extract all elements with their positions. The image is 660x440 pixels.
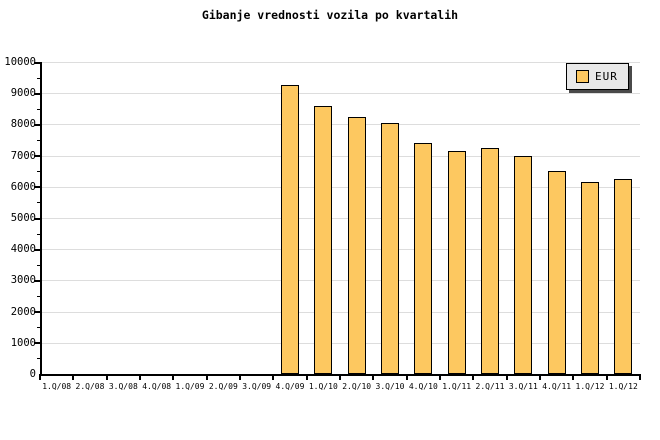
y-axis-major-tick [34,217,40,220]
x-axis-label: 3.Q/08 [108,382,138,391]
y-axis-minor-tick [37,140,40,141]
x-axis-tick [272,374,275,380]
x-axis-tick [72,374,75,380]
x-axis-tick [305,374,308,380]
legend: EUR [566,63,629,90]
x-axis-tick [539,374,541,380]
x-axis-tick [439,374,441,380]
y-axis-major-tick [34,279,40,282]
x-axis-tick [505,374,508,380]
x-axis-label: 3.Q/09 [242,382,272,391]
x-axis-label: 1.Q/08 [42,382,72,391]
x-axis-tick [239,374,241,380]
y-axis-minor-tick [37,233,40,235]
y-axis-label: 9000 [10,87,36,100]
x-axis-label: 2.Q/11 [475,382,505,391]
bar [614,179,633,374]
y-axis-major-tick [34,186,40,189]
gridline [40,186,640,188]
x-axis-tick [472,374,475,380]
x-axis-label: 4.Q/08 [142,382,172,391]
x-axis-tick [172,374,175,380]
x-axis-label: 2.Q/08 [75,382,105,391]
gridline [40,155,640,157]
bar [447,150,466,374]
gridline [40,93,640,95]
x-axis-label: 1.Q/11 [442,382,472,391]
x-axis-tick [105,374,108,380]
y-axis-major-tick [34,92,40,95]
gridline [40,311,640,313]
y-axis-label: 4000 [10,243,36,256]
bar [414,143,433,374]
y-axis-label: 8000 [10,118,36,131]
x-axis-label: 4.Q/10 [408,382,438,391]
x-axis-label: 1.Q/12 [575,382,605,391]
y-axis-label: 7000 [10,149,36,162]
legend-swatch-eur [576,70,589,83]
y-axis-minor-tick [37,296,40,297]
y-axis-major-tick [34,248,40,251]
y-axis-label: 10000 [4,56,36,68]
y-axis-label: 0 [29,368,36,380]
x-axis-label: 4.Q/09 [275,382,305,391]
y-axis-label: 6000 [10,180,36,193]
x-axis-tick [205,374,208,380]
x-axis-label: 2.Q/09 [208,382,238,391]
bar [281,85,299,374]
y-axis-label: 1000 [10,336,36,349]
y-axis-major-tick [34,123,40,126]
x-axis-tick [139,374,141,380]
x-axis-label: 2.Q/10 [342,382,372,391]
x-axis-label: 1.Q/09 [175,382,205,391]
gridline [40,124,640,126]
y-axis-minor-tick [37,108,40,110]
y-axis-minor-tick [37,358,40,360]
x-axis-label: 3.Q/11 [508,382,538,391]
chart-title: Gibanje vrednosti vozila po kvartalih [201,8,459,22]
x-axis-label: 1.Q/10 [308,382,338,391]
gridline [40,62,640,63]
bar [381,122,399,374]
y-axis-label: 5000 [10,212,36,224]
bar [314,105,333,374]
x-axis-label: 4.Q/11 [542,382,572,391]
x-axis-tick [339,374,341,380]
y-axis-minor-tick [37,202,40,204]
gridline [40,280,640,282]
y-axis-minor-tick [37,264,40,266]
x-axis-tick [639,374,641,380]
x-axis-label: 1.Q/12 [608,382,638,391]
gridline [40,218,640,219]
x-axis-tick [605,374,608,380]
x-axis-tick [39,374,41,380]
y-axis-line [40,62,42,376]
y-axis-minor-tick [37,171,40,173]
x-axis-label: 3.Q/10 [375,382,405,391]
y-axis-major-tick [34,155,40,158]
y-axis-minor-tick [37,77,40,79]
y-axis-label: 2000 [10,305,36,318]
bar [547,171,566,374]
bar [514,155,533,374]
legend-label: EUR [595,70,618,83]
gridline [40,342,640,344]
gridline [40,249,640,251]
y-axis-label: 3000 [10,274,36,287]
bar [347,116,366,374]
bar [481,147,499,374]
bar [581,182,599,374]
y-axis-major-tick [34,311,40,314]
x-axis-tick [405,374,408,380]
y-axis-major-tick [34,342,40,345]
y-axis-major-tick [34,61,40,64]
x-axis-tick [372,374,375,380]
y-axis-minor-tick [37,327,40,329]
x-axis-tick [572,374,575,380]
